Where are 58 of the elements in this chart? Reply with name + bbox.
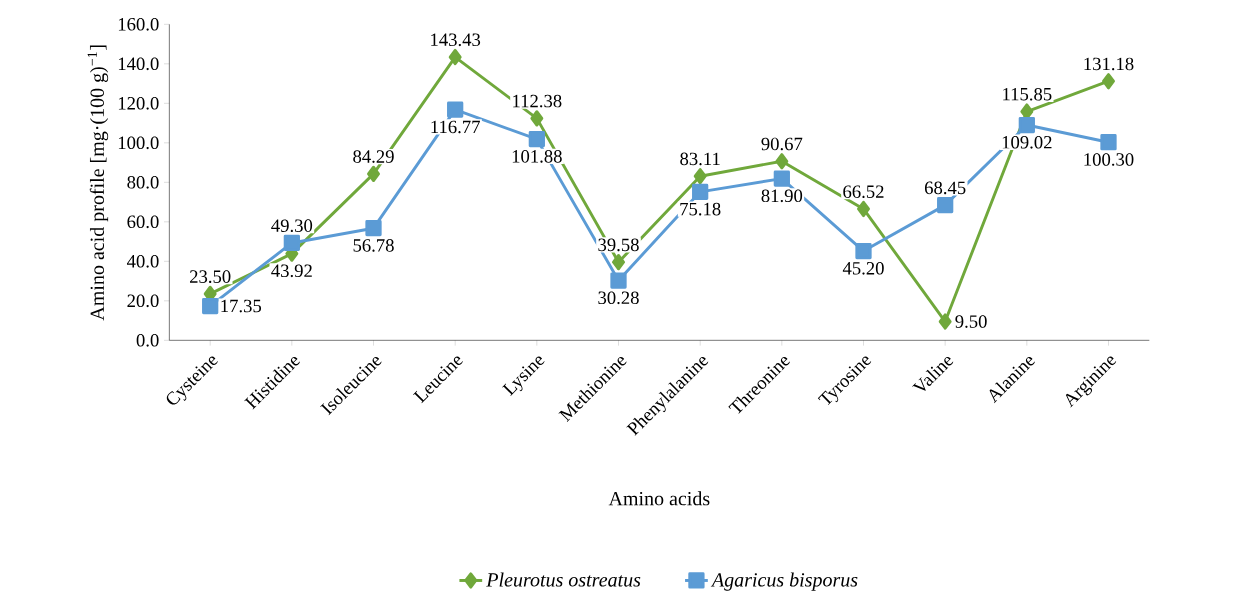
point [528, 130, 545, 148]
data-label: 84.29 [353, 150, 394, 163]
y-axis-title: Amino acid profile [mg·(100 g)$^{−1}$] [87, 45, 109, 321]
point [938, 313, 952, 330]
data-label: 115.85 [1003, 87, 1052, 101]
point [610, 272, 627, 289]
point [937, 197, 954, 214]
point [367, 165, 380, 182]
point [692, 183, 709, 200]
data-label: 112.38 [513, 94, 562, 108]
data-label: 23.50 [189, 270, 231, 283]
point [447, 101, 464, 118]
point [202, 297, 219, 315]
point [855, 242, 872, 260]
point [530, 110, 544, 127]
data-label: 56.78 [353, 239, 394, 252]
y-tick-label: 40.0 [126, 254, 159, 268]
y-tick-label: 160.0 [118, 17, 159, 31]
data-label: 66.52 [843, 185, 884, 199]
point [448, 48, 462, 66]
legend-label: Pleurotus ostreatus [486, 572, 641, 587]
data-label: 81.90 [761, 189, 803, 203]
data-label: 101.88 [512, 150, 562, 163]
x-axis-title: Amino acids [608, 491, 710, 506]
data-label: 49.30 [271, 219, 313, 233]
point [773, 170, 790, 187]
y-tick-label: 60.0 [127, 215, 159, 229]
legend-label: Agaricus bisporus [710, 572, 858, 591]
y-tick-label: 0.0 [136, 333, 159, 347]
data-label: 43.92 [271, 264, 312, 278]
data-label: 68.45 [924, 181, 966, 195]
data-label: 17.35 [221, 299, 262, 313]
y-tick-label: 140.0 [118, 57, 159, 71]
data-label: 109.02 [1002, 135, 1052, 149]
point [693, 168, 707, 185]
point [1102, 73, 1115, 90]
y-tick-label: 80.0 [127, 175, 159, 189]
data-label: 131.18 [1084, 57, 1134, 71]
data-label: 39.58 [598, 238, 639, 252]
data-label: 9.50 [955, 315, 987, 328]
data-label: 90.67 [761, 137, 803, 151]
point [1018, 116, 1035, 134]
y-tick-label: 120.0 [118, 96, 159, 110]
data-label: 83.11 [680, 152, 720, 166]
data-label: 143.43 [431, 33, 481, 47]
data-label: 100.30 [1084, 153, 1134, 166]
point [1100, 134, 1117, 151]
point [612, 254, 625, 271]
point [283, 234, 300, 252]
data-label: 116.77 [431, 120, 480, 134]
data-label: 75.18 [680, 202, 721, 216]
point [857, 200, 870, 218]
y-tick-label: 100.0 [118, 136, 159, 150]
y-tick-label: 20.0 [127, 294, 159, 308]
data-label: 45.20 [842, 261, 884, 275]
data-label: 30.28 [598, 291, 639, 305]
point [365, 220, 382, 237]
point [775, 153, 789, 170]
